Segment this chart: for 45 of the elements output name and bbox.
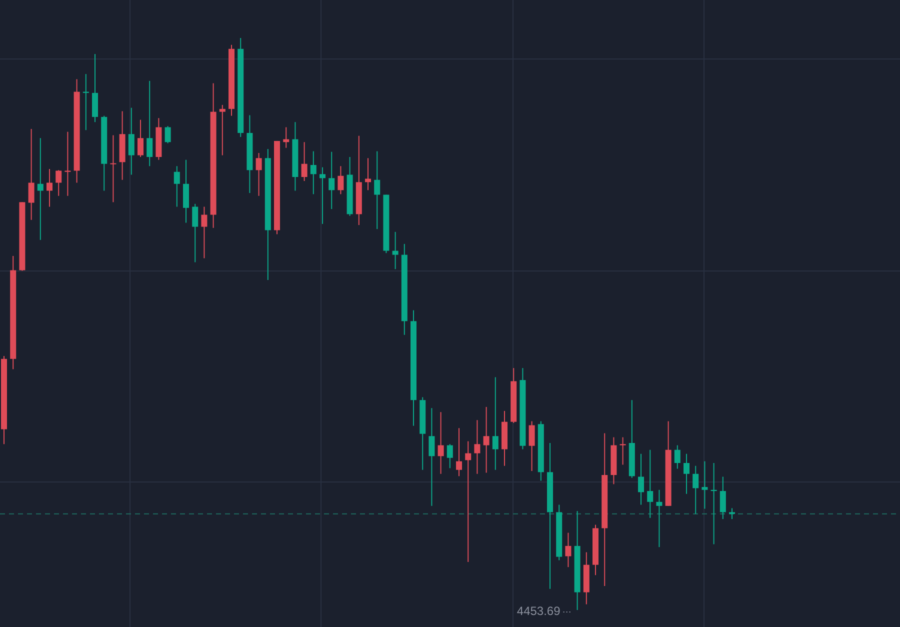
- annotation: 4453.69: [516, 604, 561, 618]
- candlestick: [283, 126, 290, 148]
- candlestick: [310, 150, 316, 195]
- candlestick: [692, 465, 699, 514]
- candlestick: [528, 420, 535, 472]
- candlestick: [46, 168, 53, 208]
- candlestick: [328, 151, 335, 210]
- candlestick: [219, 104, 226, 156]
- candlestick: [729, 508, 736, 520]
- candlestick: [28, 128, 34, 220]
- candlestick: [638, 453, 644, 506]
- candlestick: [456, 428, 462, 477]
- candlestick: [620, 436, 626, 466]
- candlestick: [56, 170, 62, 196]
- candlestick: [647, 449, 654, 518]
- candlestick: [438, 412, 444, 474]
- candlestick: [146, 80, 153, 167]
- candlestick: [374, 150, 380, 230]
- candlestick: [483, 406, 490, 474]
- candlestick: [64, 131, 71, 196]
- candlestick: [174, 166, 180, 208]
- candlestick: [702, 460, 708, 510]
- candlestick: [164, 126, 171, 144]
- candlestick: [256, 152, 262, 196]
- candlestick: [37, 138, 44, 240]
- candlestick: [138, 119, 144, 158]
- candlestick: [474, 420, 480, 474]
- candlestick: [110, 134, 116, 203]
- candlestick: [301, 142, 308, 182]
- candlestick: [446, 444, 453, 469]
- candlestick: [674, 444, 680, 470]
- candlestick: [392, 231, 398, 270]
- candlestick: [684, 453, 690, 494]
- candlestick: [365, 158, 372, 191]
- candlestick: [720, 476, 726, 520]
- candlestick: [320, 166, 326, 224]
- candlestick: [465, 440, 472, 562]
- candlestick: [428, 408, 435, 506]
- candlestick: [492, 376, 498, 470]
- candlestick: [201, 206, 208, 259]
- candlestick: [338, 166, 344, 195]
- candlestick: [192, 203, 198, 263]
- candlestick: [128, 107, 134, 176]
- candlestick: [565, 532, 572, 568]
- candlestick: [656, 489, 662, 548]
